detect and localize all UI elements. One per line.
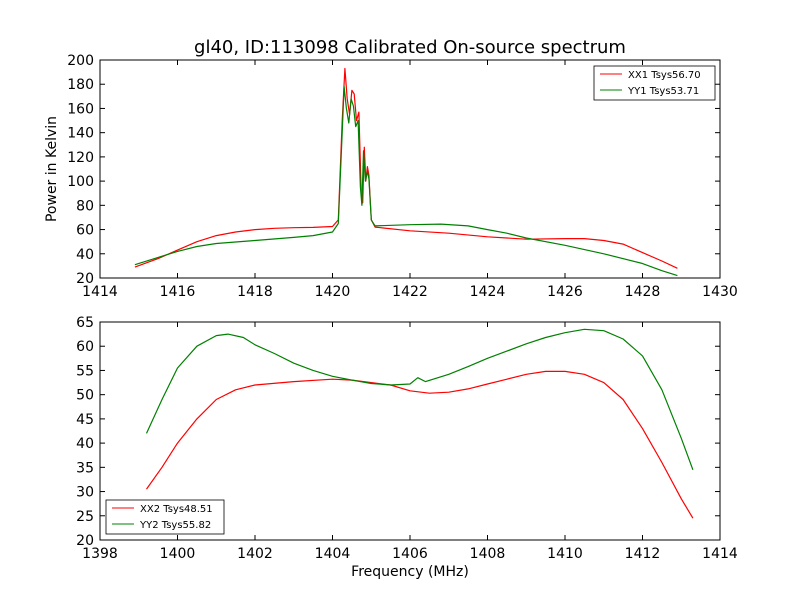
x-tick-label: 1410 [547, 546, 583, 562]
y-tick-label: 80 [76, 198, 94, 214]
y-tick-label: 30 [76, 485, 94, 501]
y-tick-label: 60 [76, 339, 94, 355]
y-tick-label: 140 [67, 126, 94, 142]
y-tick-label: 180 [67, 77, 94, 93]
x-axis-label: Frequency (MHz) [351, 564, 469, 580]
y-tick-label: 65 [76, 315, 94, 331]
x-tick-label: 1414 [702, 546, 738, 562]
x-tick-label: 1418 [237, 284, 273, 300]
x-tick-label: 1422 [392, 284, 428, 300]
y-tick-label: 40 [76, 247, 94, 263]
x-tick-label: 1428 [625, 284, 661, 300]
series-line-xx [146, 370, 694, 519]
series-line-yy [134, 86, 678, 277]
legend: XX2 Tsys48.51 YY2 Tsys55.82 [105, 499, 225, 535]
ticks-layer: 1398 1400 1402 1404 1406 1408 1410 1412 1414 20 25… [76, 315, 738, 562]
legend-label-yy2: YY2 Tsys55.82 [139, 520, 211, 531]
y-tick-label: 20 [76, 271, 94, 287]
y-tick-label: 60 [76, 223, 94, 239]
y-tick-label: 55 [76, 363, 94, 379]
series-layer [134, 67, 678, 277]
x-tick-label: 1426 [547, 284, 583, 300]
series-line-yy [145, 328, 694, 471]
legend-label-xx2: XX2 Tsys48.51 [140, 504, 213, 515]
y-tick-label: 25 [76, 509, 94, 525]
series-layer [145, 328, 694, 519]
x-tick-label: 1404 [315, 546, 351, 562]
y-tick-label: 120 [67, 150, 94, 166]
x-tick-label: 1398 [82, 546, 118, 562]
x-tick-label: 1400 [160, 546, 196, 562]
x-tick-label: 1408 [470, 546, 506, 562]
y-tick-label: 20 [76, 533, 94, 549]
y-tick-label: 160 [67, 101, 94, 117]
x-tick-label: 1414 [82, 284, 118, 300]
y-tick-label: 45 [76, 412, 94, 428]
x-tick-label: 1424 [470, 284, 506, 300]
y-axis-label: Power in Kelvin [44, 116, 60, 222]
x-tick-label: 1406 [392, 546, 428, 562]
legend-label-yy1: YY1 Tsys53.71 [627, 86, 699, 97]
bottom-chart: 1398 1400 1402 1404 1406 1408 1410 1412 1414 20 25… [76, 315, 738, 580]
y-tick-label: 100 [67, 174, 94, 190]
x-tick-label: 1402 [237, 546, 273, 562]
x-tick-label: 1430 [702, 284, 738, 300]
y-tick-label: 40 [76, 436, 94, 452]
y-tick-label: 50 [76, 388, 94, 404]
chart-title: gl40, ID:113098 Calibrated On-source spe… [194, 37, 626, 58]
legend-box [593, 65, 716, 101]
series-line-xx [134, 67, 678, 269]
y-tick-label: 35 [76, 460, 94, 476]
legend-label-xx1: XX1 Tsys56.70 [628, 70, 701, 81]
top-chart: gl40, ID:113098 Calibrated On-source spe… [44, 37, 738, 300]
legend-box [105, 499, 225, 535]
x-tick-label: 1412 [625, 546, 661, 562]
x-tick-label: 1420 [315, 284, 351, 300]
y-tick-label: 200 [67, 53, 94, 69]
legend: XX1 Tsys56.70 YY1 Tsys53.71 [593, 65, 716, 101]
ticks-layer: 1414 1416 1418 1420 1422 1424 1426 1428 1430 20 40… [67, 53, 738, 300]
x-tick-label: 1416 [160, 284, 196, 300]
